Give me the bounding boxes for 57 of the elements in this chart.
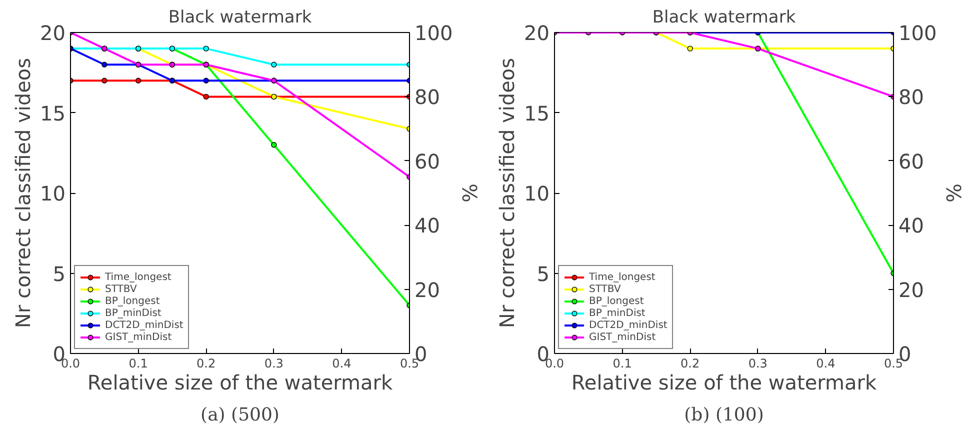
x-tick-label: 0.4: [332, 356, 352, 370]
x-axis-title: Relative size of the watermark: [571, 370, 877, 394]
y2-tick-label: 100: [898, 21, 937, 45]
legend-label: BP_minDist: [589, 307, 646, 319]
y-tick-label: 20: [524, 21, 550, 45]
point: [135, 78, 142, 84]
text: (a) (500): [200, 404, 280, 426]
y-tick-label: 15: [40, 101, 66, 126]
y2-tick-label: 80: [898, 85, 924, 110]
legend-label: BP_minDist: [105, 307, 162, 319]
y-tick-label: 5: [52, 262, 66, 286]
chart-title: Black watermark: [168, 8, 312, 28]
point: [271, 142, 277, 148]
y-tick-label: 15: [524, 101, 550, 126]
x-tick-label: 0.4: [816, 356, 836, 370]
legend-label: BP_longest: [589, 295, 644, 307]
point: [271, 62, 277, 68]
y-tick-label: 10: [524, 182, 550, 206]
point: [203, 46, 209, 52]
point: [102, 62, 108, 68]
legend-label: GIST_minDist: [589, 331, 656, 343]
text: (b) (100): [684, 404, 764, 426]
point: [203, 94, 209, 100]
y-axis-title: Nr correct classified videos: [495, 58, 520, 328]
y2-tick-label: 20: [414, 278, 440, 302]
point: [102, 78, 108, 84]
y-tick-label: 10: [40, 182, 66, 206]
legend-label: Time_longest: [589, 271, 656, 283]
y2-axis-title: %: [942, 184, 966, 203]
point: [203, 78, 209, 84]
y2-tick-label: 80: [414, 85, 440, 110]
legend-label: DCT2D_minDist: [105, 319, 184, 331]
x-tick-label: 0.3: [748, 356, 768, 370]
y-axis-title: Nr correct classified videos: [11, 58, 36, 328]
y2-tick-label: 60: [414, 149, 440, 174]
y2-tick-label: 40: [898, 214, 924, 238]
legend-label: STTBV: [589, 283, 621, 295]
x-tick-label: 0.1: [612, 356, 632, 370]
x-tick-label: 0.1: [128, 356, 148, 370]
legend-label: GIST_minDist: [105, 331, 172, 343]
x-axis-title: Relative size of the watermark: [87, 370, 393, 394]
y-tick-label: 20: [40, 21, 66, 45]
y2-axis-title: %: [458, 184, 482, 203]
x-tick-label: 0.3: [264, 356, 284, 370]
y2-tick-label: 20: [898, 278, 924, 302]
legend-label: STTBV: [105, 283, 137, 295]
y2-tick-label: 60: [898, 149, 924, 174]
point: [687, 46, 693, 52]
legend-label: Time_longest: [105, 271, 172, 283]
x-tick-label: 0.2: [680, 356, 700, 370]
x-tick-label: 0.2: [196, 356, 216, 370]
legend-label: DCT2D_minDist: [589, 319, 668, 331]
y2-tick-label: 100: [414, 21, 453, 45]
y-tick-label: 5: [536, 262, 550, 286]
y2-tick-label: 40: [414, 214, 440, 238]
chart-title: Black watermark: [652, 8, 796, 28]
legend-label: BP_longest: [105, 295, 160, 307]
